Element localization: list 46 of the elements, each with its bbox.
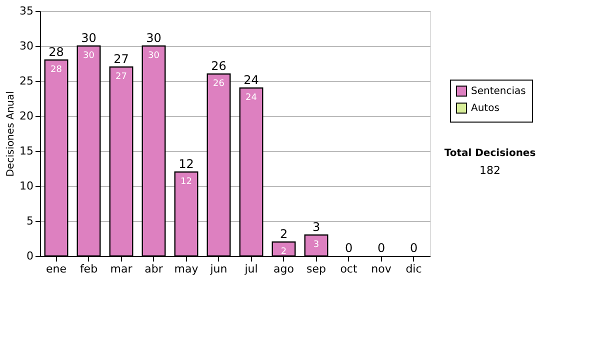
y-tick-label: 15 — [20, 144, 34, 158]
y-tick-label: 20 — [20, 110, 34, 122]
x-tick-label: ago — [274, 262, 294, 276]
data-label: 30 — [83, 51, 95, 61]
total-label: 12 — [178, 157, 194, 171]
x-tick-label: ene — [46, 262, 67, 276]
y-tick-label: 5 — [26, 214, 34, 228]
legend-label: Autos — [471, 103, 500, 114]
x-tick-label: mar — [110, 262, 133, 276]
y-tick-label: 35 — [20, 4, 34, 18]
data-label: 30 — [148, 51, 160, 61]
total-label: 28 — [48, 45, 64, 59]
x-tick-label: feb — [80, 262, 98, 276]
total-label: 27 — [114, 52, 129, 66]
total-label: 0 — [410, 241, 418, 255]
total-label: 0 — [344, 241, 353, 255]
text: 182 — [480, 164, 500, 178]
y-tick-label: 25 — [20, 74, 34, 88]
y-axis-title: Decisiones Anual — [6, 91, 17, 177]
data-label: 3 — [313, 240, 320, 250]
data-label: 27 — [116, 72, 127, 82]
total-label: 0 — [377, 241, 386, 255]
total-label: 30 — [146, 31, 162, 45]
total-label: 26 — [211, 59, 226, 73]
y-tick-label: 10 — [20, 180, 34, 192]
x-tick-label: may — [174, 262, 199, 276]
y-tick-label: 30 — [20, 40, 34, 52]
y-tick-label: 0 — [26, 250, 34, 262]
data-label: 12 — [180, 177, 192, 187]
x-tick-label: sep — [306, 262, 326, 276]
total-label: 2 — [280, 227, 288, 241]
x-tick-label: jul — [244, 262, 258, 276]
total-label: 30 — [81, 31, 96, 45]
x-tick-label: oct — [340, 262, 358, 276]
data-label: 28 — [50, 65, 62, 75]
x-tick-label: jun — [209, 262, 228, 276]
total-label: 24 — [244, 73, 259, 87]
text: Total Decisiones — [444, 148, 536, 160]
data-label: 24 — [246, 93, 258, 103]
total-label: 3 — [312, 220, 320, 234]
x-tick-label: nov — [371, 262, 392, 276]
data-label: 2 — [280, 247, 287, 257]
x-tick-label: dic — [406, 262, 422, 276]
x-tick-label: abr — [144, 262, 164, 276]
legend-label: Sentencias — [471, 86, 526, 98]
data-label: 26 — [213, 79, 225, 89]
